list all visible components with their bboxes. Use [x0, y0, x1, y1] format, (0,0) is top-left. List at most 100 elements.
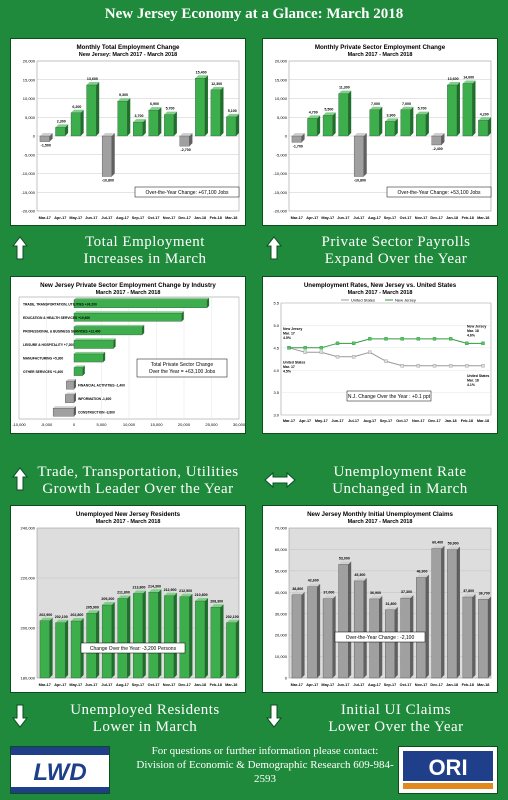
bar — [353, 580, 364, 679]
data-label: 12,300 — [211, 82, 222, 86]
bar-side — [456, 546, 460, 678]
bar-side — [379, 106, 383, 136]
point-label: Mar. 18 — [467, 329, 479, 333]
data-point — [351, 355, 356, 359]
annotation-text: Total Private Sector Change — [151, 362, 213, 368]
bar-top — [117, 98, 131, 102]
bar-top — [323, 112, 336, 116]
bar — [39, 620, 50, 679]
annotation-text: Change Over the Year: -3,200 Persons — [90, 646, 177, 652]
bar-side — [113, 338, 116, 349]
bar-side — [456, 82, 460, 136]
x-tick-label: Dec-17 — [430, 216, 442, 220]
bar-side — [301, 133, 305, 143]
bar — [73, 326, 143, 336]
bar-top — [462, 594, 476, 597]
bar — [291, 135, 302, 143]
data-label: 15,400 — [196, 70, 207, 74]
bar-top — [385, 606, 398, 610]
data-label: 37,000 — [323, 591, 334, 595]
data-label: 202,800 — [70, 613, 83, 617]
x-tick-label: Dec-17 — [428, 419, 440, 423]
bar-side — [49, 133, 53, 142]
bar-top — [400, 595, 414, 599]
bar-side — [74, 406, 76, 417]
bar-top — [53, 406, 76, 409]
x-tick-label: Jun-17 — [337, 683, 349, 687]
bar — [65, 394, 75, 403]
bar-top — [195, 598, 208, 601]
x-tick-label: Jan-18 — [446, 683, 458, 687]
data-label: 46,900 — [417, 570, 428, 574]
data-label: 209,200 — [101, 597, 114, 601]
bar-side — [65, 124, 69, 136]
data-label: 9,300 — [119, 93, 128, 97]
bar-top — [354, 577, 367, 581]
x-tick-label: Jul-17 — [353, 683, 364, 687]
bar-side — [49, 617, 53, 678]
x-tick-label: Aug-17 — [116, 216, 129, 220]
bar-top — [66, 379, 76, 382]
bar-top — [74, 324, 145, 327]
category-label: PROFESSIONAL & BUSINESS SERVICES +12,400 — [23, 329, 101, 333]
x-tick-label: Jul-17 — [348, 419, 359, 423]
bar-side — [103, 351, 106, 363]
bar-side — [158, 107, 162, 136]
point-label: 4.6% — [467, 334, 476, 338]
bar — [353, 135, 364, 177]
bar-top — [338, 561, 352, 565]
point-label: New Jersey — [283, 327, 302, 331]
point-label: New Jersey — [467, 325, 486, 329]
y-tick-label: 10,000 — [275, 96, 288, 101]
data-label: 212,500 — [179, 589, 192, 593]
bar-top — [117, 595, 131, 599]
bar-side — [189, 133, 193, 147]
x-tick-label: Feb-18 — [210, 216, 222, 220]
bar-side — [317, 115, 321, 136]
bar-top — [323, 595, 336, 599]
point-label: United States — [283, 360, 305, 364]
y-tick-label: 10,000 — [23, 96, 36, 101]
bar — [55, 127, 66, 137]
data-label: 211,800 — [117, 591, 130, 595]
x-tick-label: Apr-17 — [306, 216, 318, 220]
bar — [322, 598, 333, 679]
x-tick-label: Aug-17 — [368, 683, 381, 687]
bar-top — [369, 595, 383, 599]
x-tick-label: Jan-18 — [194, 216, 206, 220]
bar — [101, 604, 112, 679]
annotation-text: Over the Year = +63,100 Jobs — [149, 369, 216, 375]
point-label: 4.1% — [467, 383, 476, 387]
bar-side — [127, 595, 131, 678]
bar-side — [236, 619, 240, 678]
annotation-box — [136, 358, 228, 378]
caption-line: Increases in March — [83, 251, 207, 267]
y-tick-label: 40,000 — [275, 590, 288, 595]
lwd-logo-text: LWD — [33, 759, 86, 786]
bar — [52, 408, 75, 417]
bar-side — [317, 583, 321, 678]
data-label: 4,700 — [309, 110, 318, 114]
contact-line-1: For questions or further information ple… — [151, 745, 379, 757]
x-tick-label: Nov-17 — [163, 683, 176, 687]
caption-trade-transport: Trade, Transportation, Utilities Growth … — [26, 464, 250, 498]
data-label: 31,800 — [386, 602, 397, 606]
bar-top — [179, 593, 193, 597]
x-tick-label: Mar-18 — [225, 216, 237, 220]
y-tick-label: 70,000 — [275, 526, 288, 531]
x-tick-label: Dec-17 — [430, 683, 442, 687]
data-point — [351, 341, 356, 346]
bar — [101, 135, 112, 177]
bar — [462, 83, 473, 137]
total-employment-chart-panel: Monthly Total Employment Change New Jerse… — [10, 38, 246, 226]
data-point — [319, 346, 324, 350]
y-tick-label: 5,000 — [25, 115, 36, 120]
data-label: 202,100 — [226, 615, 239, 619]
bar-top — [416, 574, 429, 578]
bar — [322, 115, 333, 137]
bar — [478, 599, 489, 679]
x-tick-label: 25,000 — [205, 422, 218, 427]
legend-label: United States — [351, 298, 375, 303]
bar — [66, 380, 75, 390]
y-tick-label: 15,000 — [275, 77, 288, 82]
